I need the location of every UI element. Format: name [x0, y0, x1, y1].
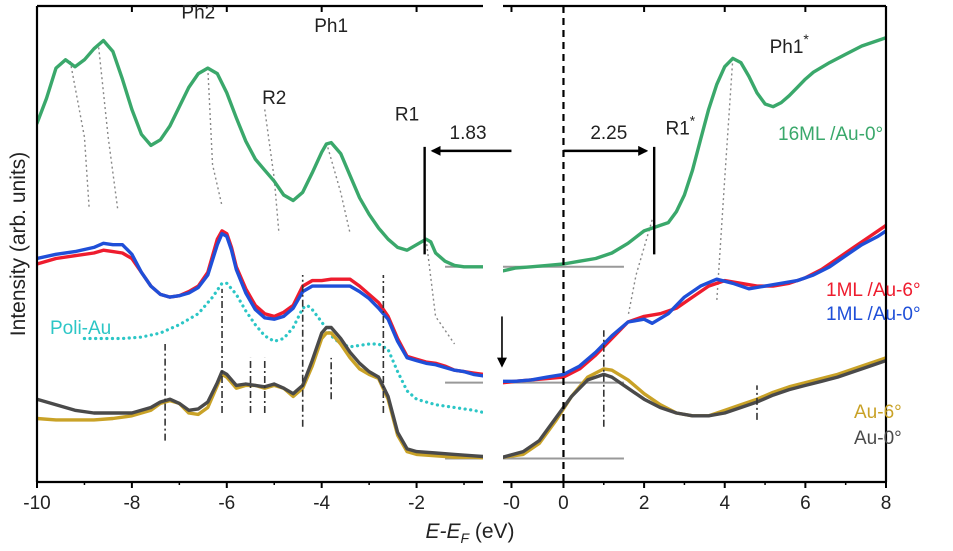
x-axis-label: E-EF (eV): [425, 520, 514, 546]
x-tick-label-6: 0: [558, 493, 569, 514]
series-au-0-left: [37, 325, 483, 459]
left-panel: [37, 38, 483, 460]
dotted-guide-5: [425, 239, 456, 345]
series-1ml-au-0-right: [503, 229, 886, 383]
x-axis-label-main: E-E: [425, 520, 461, 543]
peak-label-sup: *: [803, 31, 809, 47]
series-16ml-au-0-left: [37, 38, 483, 269]
series-16ml-au-0-right: [503, 36, 886, 273]
x-tick-label-1: -8: [123, 493, 140, 514]
peak-label-r1: R1: [395, 105, 419, 126]
peak-label-ph1-star: Ph1*: [770, 31, 810, 58]
series-au-6-left: [37, 331, 483, 460]
dotted-guide-6: [627, 219, 653, 317]
axes: -10 -8 -6 -4 -2 -0 0 2 4 6 8: [23, 4, 892, 514]
dotted-guide-2: [207, 68, 223, 207]
peak-label-r1-star: R1*: [666, 112, 696, 139]
x-tick-label-5: -0: [503, 493, 520, 514]
peak-label-ph1: Ph1: [314, 16, 348, 37]
series-1ml-au-0-left: [37, 231, 483, 378]
dotted-guide-4: [325, 142, 351, 234]
x-tick-label-9: 6: [800, 493, 811, 514]
x-tick-label-4: -2: [408, 493, 425, 514]
dotted-guide-0: [69, 61, 90, 209]
x-tick-label-7: 2: [639, 493, 650, 514]
series-label-1ml-au-6: 1ML /Au-6°: [826, 280, 921, 301]
series-au-0-right: [503, 358, 886, 459]
x-tick-label-3: -4: [313, 493, 330, 514]
peak-label-sup: *: [690, 112, 696, 128]
x-axis-label-subscript: F: [460, 530, 470, 546]
series-label-1ml-au-0: 1ML /Au-0°: [826, 304, 921, 325]
gap-label-1: 2.25: [590, 123, 627, 144]
series-poli-au-left: [82, 281, 483, 414]
y-axis-label: Intensity (arb. units): [7, 152, 30, 336]
x-tick-label-10: 8: [881, 493, 892, 514]
peak-label-ph2: Ph2: [181, 2, 215, 23]
x-tick-label-8: 4: [719, 493, 730, 514]
series-label-au-6: Au-6°: [854, 402, 902, 423]
dotted-guide-3: [264, 109, 280, 234]
x-tick-label-0: -10: [23, 493, 50, 514]
series-1ml-au-6-left: [37, 229, 483, 377]
series-label-poli-au: Poli-Au: [50, 318, 111, 339]
dotted-guide-7: [715, 58, 734, 303]
gap-label-0: 1.83: [450, 123, 487, 144]
x-tick-label-2: -6: [218, 493, 235, 514]
series-au-6-right: [503, 356, 886, 459]
dotted-guide-1: [97, 47, 119, 209]
series-label-au-0: Au-0°: [854, 428, 902, 449]
x-axis-label-unit: (eV): [469, 520, 515, 543]
series-label-16ml-au-0: 16ML /Au-0°: [778, 124, 883, 145]
peak-label-r2: R2: [262, 88, 286, 109]
right-panel: [503, 6, 886, 482]
